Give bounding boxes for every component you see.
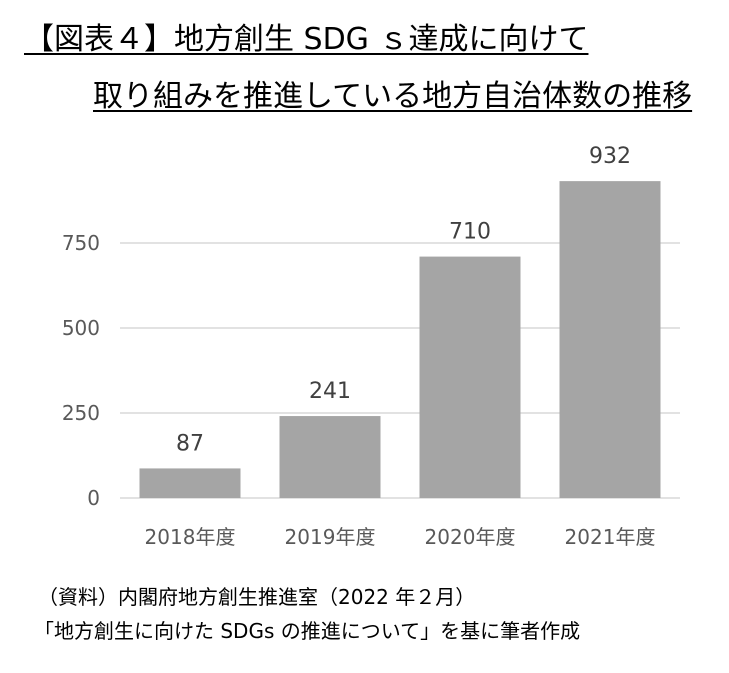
x-tick-label-1: 2019年度 [285, 525, 376, 549]
y-tick-label-0: 0 [87, 486, 100, 510]
bar-1 [279, 416, 381, 498]
bar-3 [559, 181, 661, 498]
chart-title-line-1: 【図表４】地方創生 SDG ｓ達成に向けて [24, 22, 589, 57]
x-tick-label-2: 2020年度 [425, 525, 516, 549]
x-tick-label-0: 2018年度 [145, 525, 236, 549]
bar-0 [139, 468, 241, 498]
y-tick-label-1: 250 [62, 401, 100, 425]
data-label-0: 87 [176, 431, 204, 456]
bar-chart: 0 250 500 750 87 241 710 932 2018年度 2019年度 2020年… [62, 144, 680, 549]
y-axis-ticks: 0 250 500 750 [62, 231, 100, 510]
data-label-1: 241 [309, 379, 351, 404]
x-axis-ticks: 2018年度 2019年度 2020年度 2021年度 [145, 525, 656, 549]
bars [139, 181, 661, 498]
data-label-2: 710 [449, 220, 491, 245]
y-tick-label-2: 500 [62, 316, 100, 340]
data-label-3: 932 [589, 144, 631, 169]
x-tick-label-3: 2021年度 [565, 525, 656, 549]
source-note-line-2: 「地方創生に向けた SDGs の推進について」を基に筆者作成 [34, 619, 581, 643]
y-tick-label-3: 750 [62, 231, 100, 255]
source-note-line-1: （資料）内閣府地方創生推進室（2022 年２月） [38, 585, 476, 609]
bar-2 [419, 256, 521, 498]
chart-title-line-2: 取り組みを推進している地方自治体数の推移 [93, 79, 693, 114]
data-labels: 87 241 710 932 [176, 144, 631, 456]
